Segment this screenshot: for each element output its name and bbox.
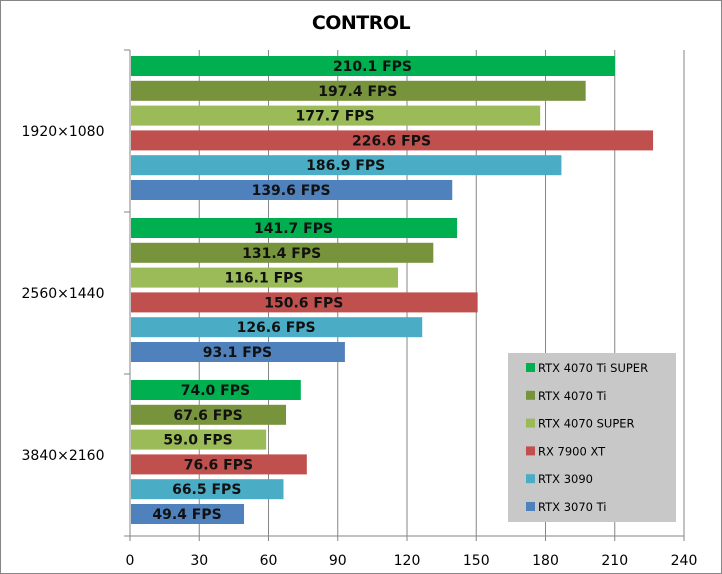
legend-swatch [526, 363, 535, 372]
bar [131, 504, 245, 524]
legend-label: RTX 4070 SUPER [538, 417, 635, 431]
x-tick-label: 240 [671, 553, 698, 569]
chart-title: CONTROL [311, 12, 411, 34]
bar [131, 130, 654, 151]
x-tick-label: 30 [190, 553, 208, 569]
x-tick-label: 210 [601, 553, 628, 569]
data-label: 226.6 FPS [352, 133, 431, 149]
data-label: 76.6 FPS [184, 457, 253, 473]
legend-label: RTX 4070 Ti SUPER [538, 361, 648, 375]
data-label: 66.5 FPS [172, 482, 241, 498]
x-tick-label: 60 [260, 553, 278, 569]
x-tick-label: 180 [532, 553, 559, 569]
bar [131, 105, 541, 126]
data-label: 93.1 FPS [203, 345, 272, 361]
data-label: 67.6 FPS [173, 408, 242, 424]
bar [131, 155, 562, 176]
data-label: 150.6 FPS [264, 295, 343, 311]
legend-box [508, 353, 676, 522]
bar [131, 317, 423, 338]
x-tick-label: 120 [394, 553, 421, 569]
data-label: 210.1 FPS [333, 59, 412, 75]
x-tick-label: 150 [463, 553, 490, 569]
axes: 0 30 60 90 120 150 180 210 240 1920×1080 2560×1440… [22, 49, 698, 569]
data-label: 197.4 FPS [318, 84, 397, 100]
legend-label: RTX 3090 [538, 472, 593, 486]
data-label: 139.6 FPS [252, 183, 331, 199]
bar [131, 56, 615, 76]
bar [131, 292, 478, 313]
legend-swatch [526, 390, 535, 400]
data-label: 116.1 FPS [224, 271, 303, 287]
x-tick-label: 90 [329, 553, 347, 569]
legend-swatch [526, 502, 535, 511]
data-label: 59.0 FPS [163, 433, 232, 449]
category-label: 3840×2160 [22, 448, 105, 464]
bar [131, 454, 307, 475]
bar [131, 80, 586, 101]
bar [131, 479, 284, 500]
bars: 210.1 FPS 197.4 FPS 177.7 FPS 226.6 FPS 186.… [131, 56, 654, 524]
data-label: 131.4 FPS [242, 246, 321, 262]
data-label: 74.0 FPS [181, 383, 250, 399]
bar [131, 342, 345, 362]
x-tick-label: 0 [126, 553, 135, 569]
bar [131, 180, 453, 200]
legend-swatch [526, 418, 535, 428]
bar [131, 242, 434, 263]
bar [131, 404, 287, 425]
legend-swatch [526, 474, 535, 484]
data-label: 126.6 FPS [237, 320, 316, 336]
bar [131, 267, 398, 288]
data-label: 177.7 FPS [296, 109, 375, 125]
legend-label: RTX 3070 Ti [538, 500, 607, 514]
data-label: 186.9 FPS [306, 158, 385, 174]
bar [131, 380, 301, 400]
legend-label: RTX 4070 Ti [538, 389, 607, 403]
category-label: 2560×1440 [22, 286, 105, 302]
legend-label: RX 7900 XT [538, 444, 606, 458]
legend: RTX 4070 Ti SUPER RTX 4070 Ti RTX 4070 SUP… [508, 353, 676, 522]
category-label: 1920×1080 [22, 124, 105, 140]
bar [131, 429, 267, 450]
data-label: 141.7 FPS [254, 221, 333, 237]
legend-swatch [526, 446, 535, 456]
bar [131, 218, 458, 238]
data-label: 49.4 FPS [152, 507, 221, 523]
